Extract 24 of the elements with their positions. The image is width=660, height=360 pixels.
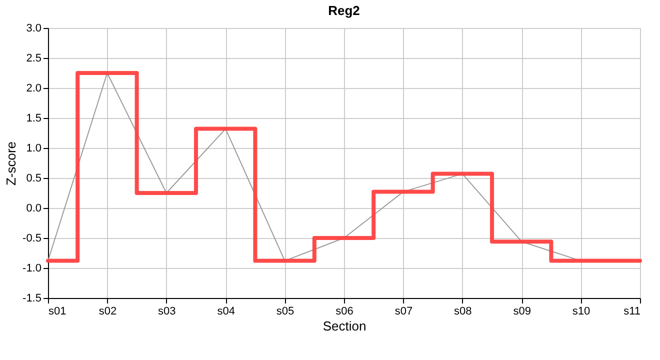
x-tick-label: s02 (98, 306, 117, 318)
x-tick-label: s08 (454, 306, 472, 318)
y-tick-label: 1.0 (26, 142, 42, 154)
y-tick-label: -0.5 (22, 232, 42, 244)
x-tick-label: s05 (276, 306, 294, 318)
x-tick-label: s06 (336, 306, 354, 318)
y-axis-title: Z-score (4, 141, 19, 186)
x-tick-label: s03 (158, 306, 176, 318)
x-axis-title: Section (322, 318, 366, 334)
y-tick-label: 2.5 (26, 52, 42, 64)
x-tick-label: s09 (513, 306, 531, 318)
chart-title: Reg2 (328, 3, 360, 18)
x-tick-label: s07 (394, 306, 413, 318)
y-tick-label: -1.0 (22, 262, 42, 274)
x-tick-label: s04 (217, 306, 235, 318)
y-tick-label: 2.0 (26, 82, 42, 94)
y-tick-label: -1.5 (22, 292, 42, 304)
x-tick-label: s10 (572, 306, 590, 318)
x-tick-label: s01 (48, 306, 66, 318)
y-tick-label: 0.5 (26, 172, 42, 184)
y-tick-label: 1.5 (26, 112, 42, 124)
y-tick-label: 3.0 (26, 22, 42, 34)
y-tick-label: 0.0 (26, 202, 42, 214)
x-tick-label: s11 (624, 306, 640, 318)
